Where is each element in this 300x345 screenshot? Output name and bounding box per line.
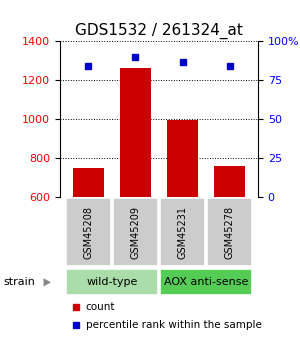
Polygon shape (44, 278, 51, 286)
Bar (66, 269, 158, 295)
Bar (167, 120, 198, 197)
Bar (207, 198, 252, 266)
Bar (113, 198, 158, 266)
Text: GSM45278: GSM45278 (225, 206, 235, 259)
Text: AOX anti-sense: AOX anti-sense (164, 277, 248, 287)
Text: wild-type: wild-type (86, 277, 137, 287)
Text: count: count (86, 302, 115, 312)
Text: strain: strain (3, 277, 35, 287)
Bar (120, 68, 151, 197)
Bar (73, 168, 103, 197)
Text: GSM45208: GSM45208 (83, 206, 93, 259)
Bar (214, 166, 245, 197)
Text: GSM45209: GSM45209 (130, 206, 140, 259)
Bar (160, 269, 252, 295)
Text: GSM45231: GSM45231 (178, 206, 188, 259)
Bar (66, 198, 111, 266)
Text: GDS1532 / 261324_at: GDS1532 / 261324_at (75, 22, 243, 39)
Bar (160, 198, 205, 266)
Text: percentile rank within the sample: percentile rank within the sample (86, 321, 262, 331)
